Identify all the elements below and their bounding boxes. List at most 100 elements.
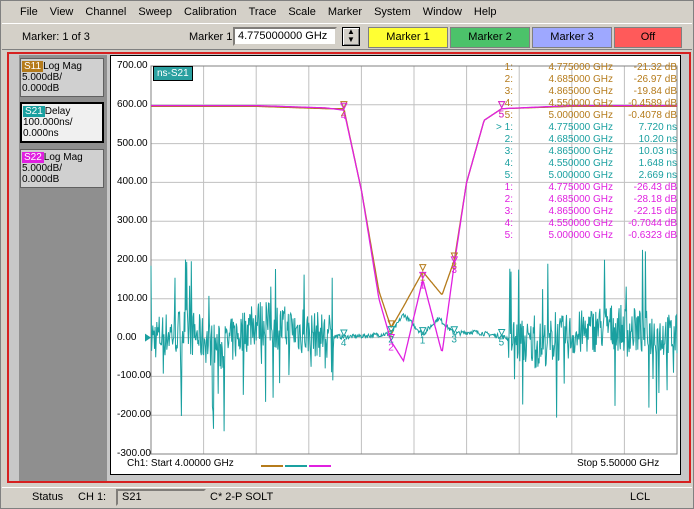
legend-s21-line <box>285 465 307 467</box>
marker-readout-val: -21.32 dB <box>633 62 677 73</box>
y-tick-label: 700.00 <box>117 60 148 71</box>
trace-scale-s11: 5.000dB/ <box>22 72 63 83</box>
trace-format-s11: Log Mag <box>43 61 82 72</box>
active-trace-label: ns-S21 <box>153 66 193 81</box>
marker-triangle <box>450 326 459 334</box>
marker-readout-freq: 4.550000 GHz <box>548 158 614 169</box>
spin-down-icon[interactable]: ▼ <box>347 35 355 44</box>
marker-frequency-input[interactable]: 4.775000000 GHz <box>233 27 337 46</box>
marker-readout-row: 1: 4.775000 GHz -26.43 dB <box>493 182 677 194</box>
trace-ref-s22: 0.000dB <box>22 174 60 185</box>
menu-channel[interactable]: Channel <box>85 6 127 18</box>
marker-readout-row: 3: 4.865000 GHz -19.84 dB <box>493 86 677 98</box>
status-remote-mode: LCL <box>630 491 651 503</box>
marker-triangle <box>418 264 427 272</box>
trace-panel: S11 Log Mag 5.000dB/ 0.000dB S21 Delay 100… <box>19 55 107 481</box>
marker-readout-freq: 4.865000 GHz <box>548 146 614 157</box>
marker-readout-freq: 4.865000 GHz <box>548 86 614 97</box>
plot-frame <box>150 65 678 455</box>
marker-number-label: 3 <box>451 261 457 272</box>
y-tick-label: -200.00 <box>117 409 151 421</box>
y-tick-label: 500.00 <box>117 137 148 149</box>
trace-format-s22: Log Mag <box>43 152 83 163</box>
marker-readout-val: -0.4078 dB <box>628 110 677 121</box>
marker-readout-row: 5: 5.000000 GHz -0.4078 dB <box>493 110 677 122</box>
series-s11-line <box>151 105 677 328</box>
marker-readout-row: 4: 4.550000 GHz 1.648 ns <box>493 158 677 170</box>
menu-sweep[interactable]: Sweep <box>138 6 173 18</box>
marker-off-button[interactable]: Off <box>614 27 682 48</box>
trace-format-s21: Delay <box>44 106 71 117</box>
legend-s11-line <box>261 465 283 467</box>
marker-readout-val: 10.20 ns <box>638 134 677 145</box>
marker-number-label: 5 <box>499 110 505 121</box>
marker-readout-table: 1: 4.775000 GHz -21.32 dB 2: 4.685000 GHz -26… <box>493 62 677 242</box>
status-bar: Status CH 1: S21 C* 2-P SOLT LCL <box>2 487 692 507</box>
marker-2-button[interactable]: Marker 2 <box>450 27 530 48</box>
marker-readout-n: 1: <box>504 182 513 193</box>
spin-up-icon[interactable]: ▲ <box>347 27 355 36</box>
marker-triangle <box>450 252 459 261</box>
marker-readout-freq: 4.685000 GHz <box>548 74 614 85</box>
trace-scale-s21: 100.000ns/ <box>23 117 73 128</box>
marker-readout-n: 2: <box>504 134 513 145</box>
marker-number-label: 5 <box>499 110 505 121</box>
marker-readout-val: -0.4589 dB <box>628 98 677 109</box>
menu-file[interactable]: File <box>20 6 38 18</box>
marker-number-label: 1 <box>420 336 426 347</box>
marker-readout-n: 3: <box>504 146 513 157</box>
marker-readout-val: -26.97 dB <box>633 74 677 85</box>
status-active-parameter[interactable]: S21 <box>116 489 206 506</box>
marker-3-button[interactable]: Marker 3 <box>532 27 612 48</box>
marker-number-label: 2 <box>388 335 394 346</box>
menu-system[interactable]: System <box>374 6 411 18</box>
marker-number-label: 2 <box>388 342 394 353</box>
marker-frequency-spinner[interactable]: ▲ ▼ <box>342 27 360 46</box>
menu-window[interactable]: Window <box>422 6 462 18</box>
marker-readout-freq: 5.000000 GHz <box>548 170 614 181</box>
status-channel: CH 1: <box>78 491 107 503</box>
y-tick-label: -300.00 <box>117 448 151 459</box>
marker-readout-freq: 4.685000 GHz <box>548 134 614 145</box>
menu-marker[interactable]: Marker <box>327 6 363 18</box>
menu-bar: File View Channel Sweep Calibration Trac… <box>2 2 692 22</box>
trace-name-s22: S22 <box>22 152 44 163</box>
marker-readout-val: -28.18 dB <box>633 194 677 205</box>
y-tick-label: 100.00 <box>117 292 148 304</box>
trace-box-s11[interactable]: S11 Log Mag 5.000dB/ 0.000dB <box>20 58 104 97</box>
marker-readout-row: 5: 5.000000 GHz 2.669 ns <box>493 170 677 182</box>
marker-readout-n: 3: <box>504 206 513 217</box>
y-tick-label: 200.00 <box>117 254 148 265</box>
marker-readout-row: 4: 4.550000 GHz -0.7044 dB <box>493 218 677 230</box>
marker-triangle <box>387 320 396 329</box>
marker-triangle <box>450 256 459 264</box>
marker-readout-freq: 5.000000 GHz <box>548 230 614 241</box>
status-label: Status <box>32 491 64 503</box>
menu-calibration[interactable]: Calibration <box>184 6 237 18</box>
marker-readout-freq: 4.775000 GHz <box>548 62 614 73</box>
y-tick-label: -100.00 <box>117 370 151 382</box>
marker-readout-n: 5: <box>504 170 513 181</box>
menu-help[interactable]: Help <box>473 6 497 18</box>
menu-scale[interactable]: Scale <box>288 6 316 18</box>
marker-select-label: Marker 1 <box>189 31 233 43</box>
marker-readout-val: 1.648 ns <box>638 158 677 169</box>
y-tick-label: 400.00 <box>117 176 148 188</box>
reference-level-arrow <box>145 333 151 342</box>
marker-number-label: 5 <box>499 338 505 349</box>
marker-number-label: 3 <box>451 335 457 346</box>
marker-triangle <box>387 326 396 334</box>
marker-readout-n: 1: <box>504 62 513 73</box>
menu-trace[interactable]: Trace <box>248 6 277 18</box>
menu-view[interactable]: View <box>49 6 74 18</box>
marker-readout-row: 3: 4.865000 GHz 10.03 ns <box>493 146 677 158</box>
marker-readout-row: 2: 4.685000 GHz 10.20 ns <box>493 134 677 146</box>
trace-box-s21[interactable]: S21 Delay 100.000ns/ 0.000ns <box>20 102 104 143</box>
marker-readout-row: 4: 4.550000 GHz -0.4589 dB <box>493 98 677 110</box>
trace-box-s22[interactable]: S22 Log Mag 5.000dB/ 0.000dB <box>20 149 104 188</box>
marker-triangle <box>340 329 348 338</box>
marker-1-button[interactable]: Marker 1 <box>368 27 448 48</box>
